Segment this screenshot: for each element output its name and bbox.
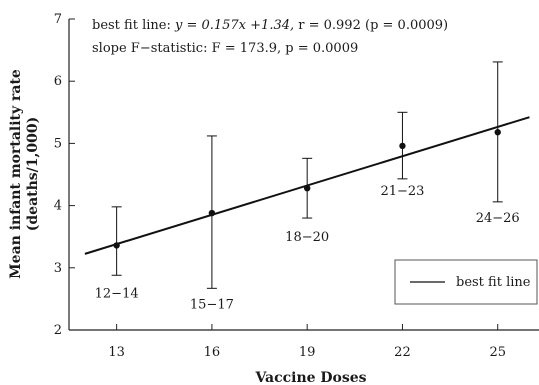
y-tick-label: 2 <box>54 323 62 338</box>
dose-range-label: 15−17 <box>190 297 234 312</box>
x-tick-label: 16 <box>204 345 221 360</box>
fit-equation-annotation: best fit line: y = 0.157x +1.34, r = 0.9… <box>92 18 448 33</box>
y-tick-label: 7 <box>54 12 62 27</box>
f-annotation-p: p = 0.0009 <box>285 41 358 56</box>
f-annotation-f: F = 173.9, <box>212 41 286 56</box>
f-annotation-prefix: slope F−statistic: <box>92 41 212 56</box>
dose-range-label: 12−14 <box>95 286 139 301</box>
data-point <box>113 242 120 249</box>
axes <box>68 19 539 331</box>
legend: best fit line <box>394 259 538 305</box>
y-tick-label: 3 <box>54 261 62 276</box>
fit-annotation-r: r = 0.992 <box>298 18 365 33</box>
y-tick-label: 5 <box>54 136 62 151</box>
dose-range-label: 24−26 <box>476 211 520 226</box>
dose-range-label: 18−20 <box>285 230 329 245</box>
f-statistic-annotation: slope F−statistic: F = 173.9, p = 0.0009 <box>92 41 358 56</box>
data-point <box>399 142 406 150</box>
data-point <box>303 184 311 192</box>
y-axis-title-line2: (deaths/1,000) <box>25 117 41 232</box>
dose-range-label: 21−23 <box>380 184 424 199</box>
y-axis-title-line1: Mean infant mortality rate <box>8 69 24 279</box>
data-marks: 12−14 15−17 18−20 21−23 24−26 <box>95 61 520 312</box>
data-point <box>494 129 501 136</box>
x-tick-label: 25 <box>489 345 506 360</box>
legend-label: best fit line <box>456 275 531 290</box>
x-tick-label: 19 <box>299 345 316 360</box>
x-tick-label: 13 <box>108 345 125 360</box>
fit-annotation-p: (p = 0.0009) <box>365 18 448 33</box>
y-tick-label: 4 <box>54 199 62 214</box>
x-axis-title: Vaccine Doses <box>254 370 366 385</box>
fit-annotation-prefix: best fit line: <box>92 18 175 33</box>
x-tick-label: 22 <box>394 345 411 360</box>
fit-annotation-equation: y = 0.157x +1.34, <box>174 18 298 33</box>
y-tick-label: 6 <box>54 74 62 89</box>
data-point <box>208 209 216 217</box>
ticks: 2 3 4 5 6 7 13 16 19 22 25 <box>54 12 506 360</box>
